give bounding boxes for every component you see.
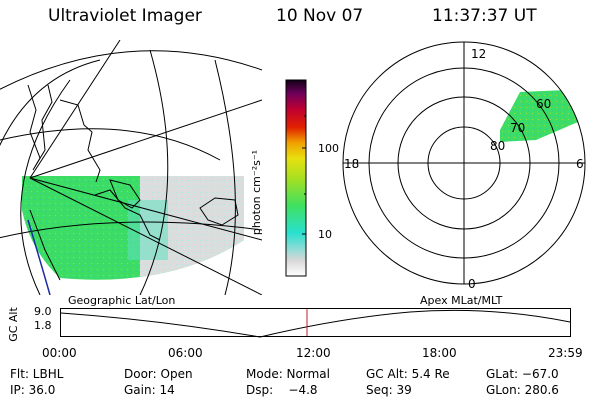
- filter-readout: Flt: LBHL: [10, 367, 64, 381]
- coastline: [27, 84, 239, 281]
- mlt-label-18: 18: [344, 157, 359, 171]
- colorbar-tick-100: 100: [318, 142, 339, 155]
- time-tick-0600: 06:00: [168, 346, 203, 360]
- dsp-readout: Dsp: −4.8: [246, 383, 318, 397]
- polar-emission-region: [500, 90, 578, 142]
- colorbar-tick-10: 10: [318, 228, 332, 241]
- mlat-label-70: 70: [510, 121, 525, 135]
- time-tick-1800: 18:00: [422, 346, 457, 360]
- polar-plot: 12 18 6 0 60 70 80: [342, 41, 586, 291]
- gain-readout: Gain: 14: [124, 383, 175, 397]
- time-tick-1200: 12:00: [296, 346, 331, 360]
- date-label: 10 Nov 07: [276, 6, 364, 26]
- geographic-map: [0, 40, 262, 295]
- mlat-label-80: 80: [490, 139, 505, 153]
- ip-readout: IP: 36.0: [10, 383, 56, 397]
- mlt-label-12: 12: [471, 47, 486, 61]
- apex-panel-label: Apex MLat/MLT: [420, 294, 503, 307]
- colorbar-unit-label: photon cm⁻²s⁻¹: [250, 149, 264, 236]
- emission-swath: [22, 176, 244, 280]
- glat-readout: GLat: −67.0: [486, 367, 559, 381]
- mlt-label-6: 6: [576, 157, 584, 171]
- time-label: 11:37:37 UT: [432, 6, 537, 26]
- intensity-colorbar: [285, 79, 307, 277]
- altitude-plot: [60, 308, 571, 338]
- instrument-title: Ultraviolet Imager: [48, 6, 202, 26]
- altitude-curve: [60, 309, 571, 338]
- seq-readout: Seq: 39: [366, 383, 412, 397]
- mode-readout: Mode: Normal: [246, 367, 330, 381]
- altitude-axis-label: GC Alt: [6, 307, 20, 342]
- terminator-line: [27, 219, 51, 295]
- altitude-tick-max: 9.0: [34, 305, 52, 318]
- altitude-tick-min: 1.8: [34, 319, 52, 332]
- mlat-label-60: 60: [536, 97, 551, 111]
- geo-panel-label: Geographic Lat/Lon: [68, 294, 176, 307]
- door-readout: Door: Open: [124, 367, 193, 381]
- time-tick-2359: 23:59: [548, 346, 583, 360]
- gc-alt-readout: GC Alt: 5.4 Re: [366, 367, 450, 381]
- glon-readout: GLon: 280.6: [486, 383, 559, 397]
- time-tick-0000: 00:00: [42, 346, 77, 360]
- mlt-label-0: 0: [468, 277, 476, 291]
